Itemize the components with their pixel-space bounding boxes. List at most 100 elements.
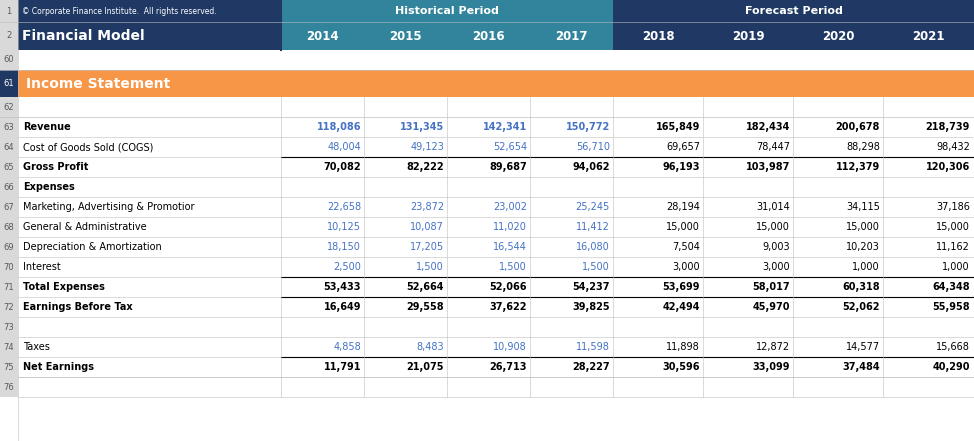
Text: 56,710: 56,710 — [576, 142, 610, 152]
Text: 10,203: 10,203 — [846, 242, 880, 252]
Text: 60,318: 60,318 — [843, 282, 880, 292]
Text: 1,500: 1,500 — [500, 262, 527, 272]
Text: 11,412: 11,412 — [577, 222, 610, 232]
Text: 76: 76 — [4, 382, 15, 392]
Text: 1,500: 1,500 — [582, 262, 610, 272]
Text: 37,484: 37,484 — [843, 362, 880, 372]
Text: Total Expenses: Total Expenses — [23, 282, 105, 292]
Text: 11,898: 11,898 — [666, 342, 700, 352]
Text: 75: 75 — [4, 363, 15, 371]
Text: 11,791: 11,791 — [323, 362, 361, 372]
Bar — [0, 70, 18, 97]
Bar — [0, 357, 18, 377]
Text: 15,000: 15,000 — [666, 222, 700, 232]
Text: 2019: 2019 — [731, 30, 765, 42]
Text: Forecast Period: Forecast Period — [744, 6, 843, 16]
Text: Earnings Before Tax: Earnings Before Tax — [23, 302, 132, 312]
Bar — [0, 297, 18, 317]
Bar — [18, 357, 974, 377]
Text: Taxes: Taxes — [23, 342, 50, 352]
Text: 10,125: 10,125 — [327, 222, 361, 232]
Text: 10,908: 10,908 — [493, 342, 527, 352]
Text: 78,447: 78,447 — [756, 142, 790, 152]
Bar — [0, 0, 18, 22]
Text: Historical Period: Historical Period — [395, 6, 499, 16]
Text: 2016: 2016 — [472, 30, 505, 42]
Text: 15,000: 15,000 — [846, 222, 880, 232]
Bar — [0, 197, 18, 217]
Text: 52,664: 52,664 — [406, 282, 444, 292]
Text: 98,432: 98,432 — [936, 142, 970, 152]
Text: 70: 70 — [4, 262, 15, 272]
Text: 23,002: 23,002 — [493, 202, 527, 212]
Text: 2020: 2020 — [822, 30, 854, 42]
Text: 67: 67 — [4, 202, 15, 212]
Text: 45,970: 45,970 — [753, 302, 790, 312]
Bar — [18, 277, 974, 297]
Text: 16,649: 16,649 — [323, 302, 361, 312]
Text: 1,000: 1,000 — [852, 262, 880, 272]
Bar — [18, 217, 974, 237]
Bar — [18, 70, 974, 97]
Text: 60: 60 — [4, 56, 15, 64]
Text: 131,345: 131,345 — [399, 122, 444, 132]
Bar — [0, 217, 18, 237]
Text: 1,500: 1,500 — [416, 262, 444, 272]
Text: 16,544: 16,544 — [493, 242, 527, 252]
Text: 48,004: 48,004 — [327, 142, 361, 152]
Text: 2: 2 — [7, 31, 12, 41]
Text: 28,227: 28,227 — [573, 362, 610, 372]
Text: 118,086: 118,086 — [317, 122, 361, 132]
Text: 25,245: 25,245 — [576, 202, 610, 212]
Text: 9,003: 9,003 — [763, 242, 790, 252]
Text: 2014: 2014 — [306, 30, 339, 42]
Text: 150,772: 150,772 — [566, 122, 610, 132]
Text: 4,858: 4,858 — [333, 342, 361, 352]
Text: 16,080: 16,080 — [577, 242, 610, 252]
Bar — [18, 197, 974, 217]
Text: Net Earnings: Net Earnings — [23, 362, 94, 372]
Text: 8,483: 8,483 — [416, 342, 444, 352]
Text: 42,494: 42,494 — [662, 302, 700, 312]
Text: 22,658: 22,658 — [327, 202, 361, 212]
Text: 74: 74 — [4, 343, 15, 351]
Text: General & Administrative: General & Administrative — [23, 222, 147, 232]
Text: 61: 61 — [4, 79, 15, 88]
Text: 73: 73 — [4, 322, 15, 332]
Text: 112,379: 112,379 — [836, 162, 880, 172]
Text: 52,066: 52,066 — [490, 282, 527, 292]
Text: Expenses: Expenses — [23, 182, 75, 192]
Text: 7,504: 7,504 — [672, 242, 700, 252]
Text: 103,987: 103,987 — [746, 162, 790, 172]
Bar — [0, 317, 18, 337]
Text: 200,678: 200,678 — [836, 122, 880, 132]
Text: 11,020: 11,020 — [493, 222, 527, 232]
Text: 15,000: 15,000 — [936, 222, 970, 232]
Text: 88,298: 88,298 — [846, 142, 880, 152]
Text: © Corporate Finance Institute.  All rights reserved.: © Corporate Finance Institute. All right… — [22, 7, 216, 15]
Text: 2015: 2015 — [390, 30, 422, 42]
Bar — [18, 257, 974, 277]
Text: 21,075: 21,075 — [406, 362, 444, 372]
Text: Depreciation & Amortization: Depreciation & Amortization — [23, 242, 162, 252]
Bar — [18, 117, 974, 137]
Bar — [0, 0, 281, 22]
Text: 218,739: 218,739 — [925, 122, 970, 132]
Bar — [18, 237, 974, 257]
Bar — [281, 0, 613, 22]
Text: 30,596: 30,596 — [662, 362, 700, 372]
Text: 1,000: 1,000 — [943, 262, 970, 272]
Text: 40,290: 40,290 — [932, 362, 970, 372]
Bar — [18, 22, 281, 50]
Bar — [0, 237, 18, 257]
Text: 54,237: 54,237 — [573, 282, 610, 292]
Text: 89,687: 89,687 — [489, 162, 527, 172]
Text: 2017: 2017 — [555, 30, 587, 42]
Bar — [18, 137, 974, 157]
Text: 55,958: 55,958 — [932, 302, 970, 312]
Text: 182,434: 182,434 — [746, 122, 790, 132]
Text: Financial Model: Financial Model — [22, 29, 144, 43]
Text: 49,123: 49,123 — [410, 142, 444, 152]
Text: 15,000: 15,000 — [756, 222, 790, 232]
Bar — [18, 377, 974, 397]
